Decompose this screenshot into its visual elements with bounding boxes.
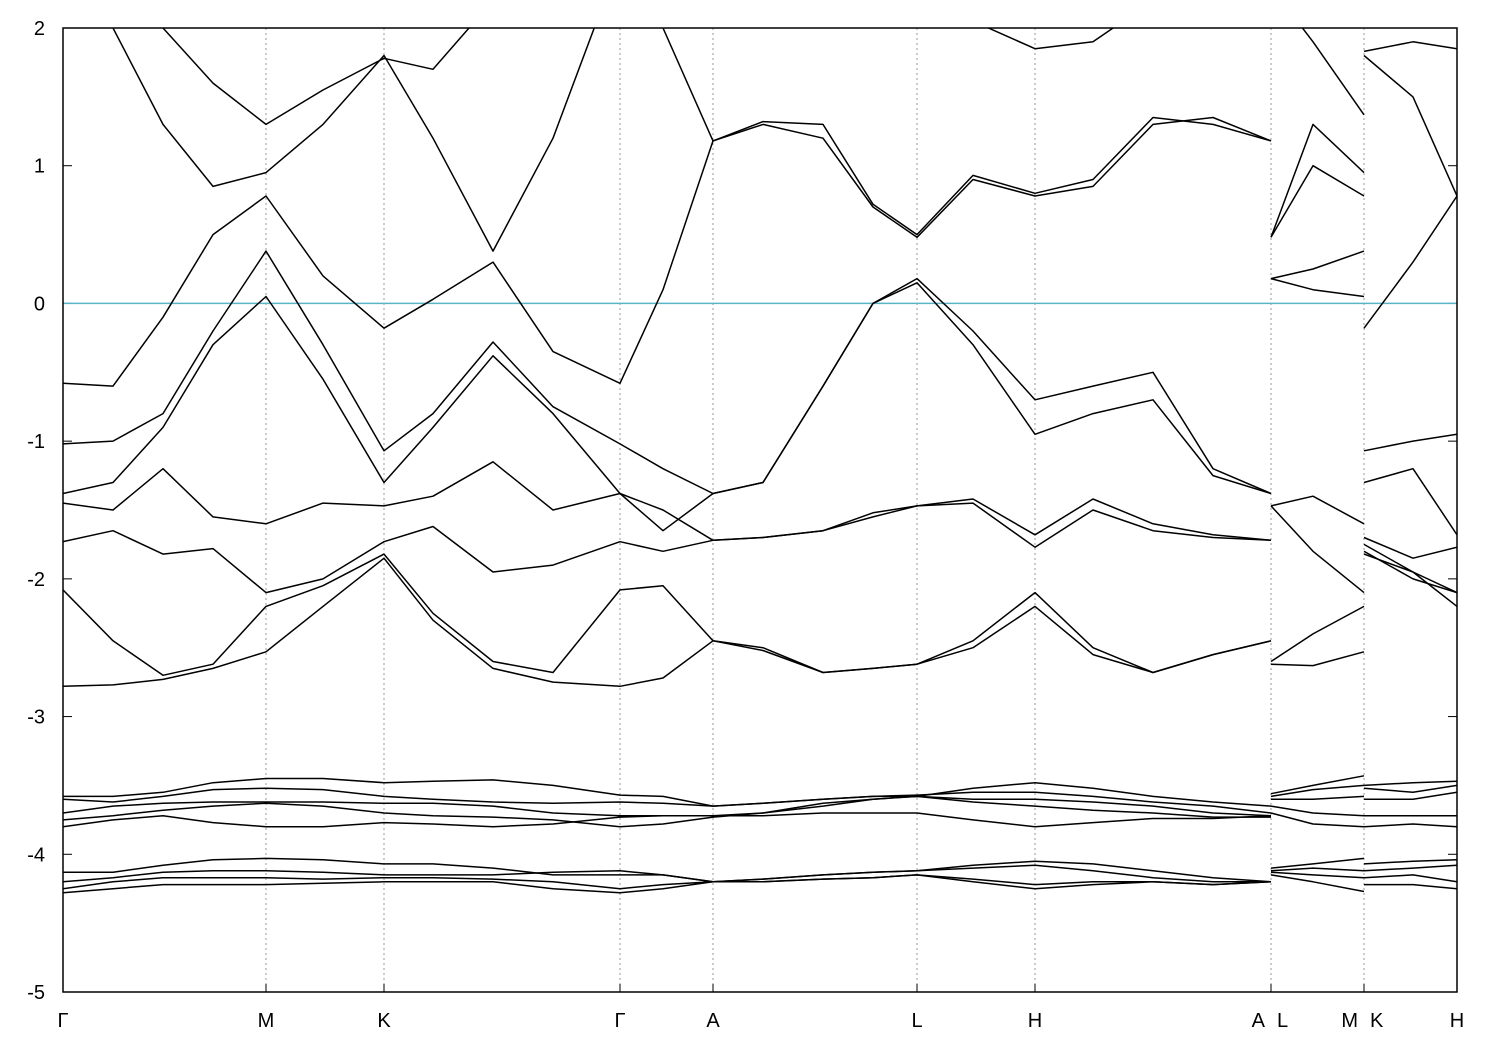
x-tick-label: M xyxy=(258,1010,275,1032)
x-tick-label: M xyxy=(1341,1010,1358,1032)
bands xyxy=(63,28,1457,894)
x-tick-label: H xyxy=(1450,1010,1464,1032)
x-tick-label: Γ xyxy=(614,1010,625,1032)
x-tick-label: H xyxy=(1028,1010,1042,1032)
band xyxy=(63,277,1457,536)
x-tick-label: K xyxy=(377,1010,391,1032)
band xyxy=(63,116,1457,387)
y-tick-label: -4 xyxy=(27,844,45,866)
band xyxy=(63,857,1457,883)
plot-frame xyxy=(62,27,1458,993)
x-tick-label: K xyxy=(1370,1010,1384,1032)
band xyxy=(112,28,1457,252)
y-tick-label: -2 xyxy=(27,569,45,591)
band xyxy=(162,28,1457,126)
band xyxy=(63,502,1457,594)
band xyxy=(63,461,1457,559)
y-tick-label: 2 xyxy=(34,18,45,40)
y-tick-label: -1 xyxy=(27,431,45,453)
x-tick-label: L xyxy=(911,1010,922,1032)
band xyxy=(63,791,1457,817)
band xyxy=(63,553,1457,688)
band xyxy=(63,795,1457,828)
x-tick-label: L xyxy=(1277,1010,1288,1032)
x-tick-label: A xyxy=(1252,1010,1266,1032)
band xyxy=(63,784,1457,814)
y-tick-label: -3 xyxy=(27,707,45,729)
y-tick-label: 1 xyxy=(34,156,45,178)
x-tick-label: A xyxy=(706,1010,720,1032)
band xyxy=(63,871,1457,890)
band xyxy=(63,874,1457,894)
y-tick-label: -5 xyxy=(27,982,45,1004)
y-tick-label: 0 xyxy=(34,293,45,315)
band xyxy=(63,775,1457,807)
band xyxy=(63,550,1457,677)
x-tick-label: Γ xyxy=(57,1010,68,1032)
band xyxy=(63,250,1457,495)
